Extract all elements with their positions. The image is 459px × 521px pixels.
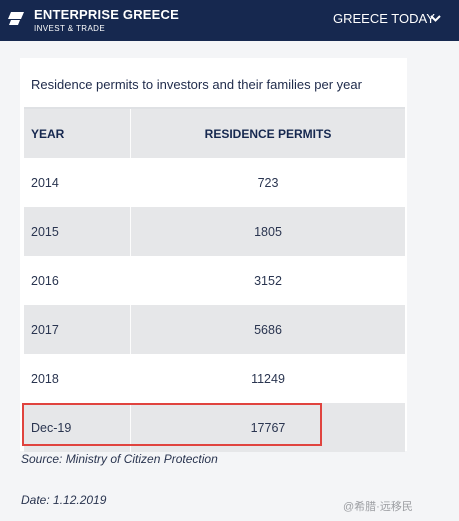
year-cell: 2017 (31, 322, 59, 337)
year-cell: Dec-19 (31, 420, 72, 435)
year-cell: 2018 (31, 371, 59, 386)
year-cell: 2014 (31, 175, 59, 190)
table-title: Residence permits to investors and their… (31, 77, 362, 92)
enterprise-greece-logo-icon[interactable] (8, 10, 24, 26)
permits-cell: 5686 (130, 305, 405, 354)
year-cell: 2015 (31, 224, 59, 239)
date-note: Date: 1.12.2019 (21, 493, 107, 507)
table-row: 2017 5686 (24, 305, 405, 354)
table-row: 2014 723 (24, 158, 405, 207)
permits-cell: 723 (130, 158, 405, 207)
chevron-down-icon[interactable] (429, 13, 442, 23)
brand-name[interactable]: ENTERPRISE GREECE (34, 7, 179, 22)
column-header-year: YEAR (31, 126, 65, 141)
table-row: 2015 1805 (24, 207, 405, 256)
brand-tagline: INVEST & TRADE (34, 24, 106, 33)
source-note: Source: Ministry of Citizen Protection (21, 452, 218, 466)
permits-cell: 1805 (130, 207, 405, 256)
year-cell: 2016 (31, 273, 59, 288)
table-caption: Residence permits to investors and their… (24, 60, 405, 109)
table-header-row: YEAR RESIDENCE PERMITS (24, 109, 405, 158)
permits-cell: 11249 (130, 354, 405, 403)
table-row: 2016 3152 (24, 256, 405, 305)
table-row: Dec-19 17767 (24, 403, 405, 452)
permits-cell: 3152 (130, 256, 405, 305)
watermark: @希腊·远移民 (343, 501, 413, 513)
column-header-residence-permits: RESIDENCE PERMITS (130, 109, 405, 158)
top-navigation-bar: ENTERPRISE GREECE INVEST & TRADE GREECE … (0, 0, 459, 41)
greece-today-menu[interactable]: GREECE TODAY (333, 11, 435, 26)
permits-cell: 17767 (130, 403, 405, 452)
table-row: 2018 11249 (24, 354, 405, 403)
